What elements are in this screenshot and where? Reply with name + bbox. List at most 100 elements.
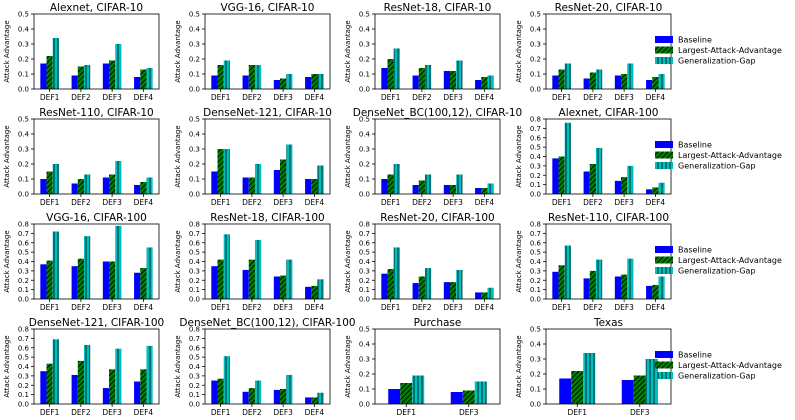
subplot-13: DenseNet-121, CIFAR-1000.00.10.20.30.40.…: [3, 317, 164, 417]
bar-largest-attack-advantage-def3: [633, 375, 646, 404]
y-tick-label: 0.3: [359, 267, 370, 275]
subplot-title: VGG-16, CIFAR-100: [46, 212, 147, 224]
bar-baseline-def4: [134, 381, 141, 404]
legend-label: Generalization-Gap: [678, 57, 756, 66]
y-tick-label: 0.2: [359, 161, 370, 169]
x-tick-label: DEF2: [412, 198, 432, 207]
y-axis-label: Attack Advantage: [174, 335, 182, 397]
bar-largest-attack-advantage-def4: [652, 77, 659, 89]
bar-baseline-def2: [71, 374, 78, 404]
y-axis-label: Attack Advantage: [515, 125, 523, 187]
y-tick-label: 0.2: [359, 56, 370, 64]
x-tick-label: DEF3: [459, 408, 479, 417]
y-tick-label: 0.4: [530, 341, 542, 349]
x-tick-label: DEF3: [102, 93, 122, 102]
y-axis-label: Attack Advantage: [3, 335, 11, 397]
x-tick-label: DEF4: [305, 408, 325, 417]
bar-generalization-gap-def4: [317, 165, 324, 194]
x-tick-label: DEF3: [630, 408, 650, 417]
bar-generalization-gap-def3: [286, 144, 293, 194]
legend-swatch: [655, 46, 673, 54]
y-tick-label: 0.0: [189, 191, 200, 199]
subplot-title: ResNet-18, CIFAR-10: [384, 2, 492, 14]
y-tick-label: 0.0: [189, 296, 200, 304]
x-tick-label: DEF4: [134, 408, 154, 417]
y-tick-label: 0.2: [530, 172, 541, 180]
y-axis-label: Attack Advantage: [344, 335, 352, 397]
subplot-12: ResNet-110, CIFAR-100 0.0 0.10.2 0.30.40.5 0…: [515, 212, 672, 312]
bar-largest-attack-advantage-def4: [481, 77, 488, 89]
y-tick-label: 0.0: [530, 401, 541, 409]
y-tick-label: 0.8: [189, 326, 200, 334]
x-tick-label: DEF2: [242, 303, 262, 312]
subplot-4: ResNet-20, CIFAR-10 0.0 0.1 0.2 0.3 0.4 0.5 Att…: [515, 2, 672, 102]
y-tick-label: 0.7: [530, 125, 541, 133]
axes-frame: [33, 328, 160, 405]
bar-largest-attack-advantage-def3: [109, 369, 116, 404]
subplot-15: Purchase 0.0 0.1 0.2 0.3 0.4 0.5 Attack Advanta…: [344, 317, 501, 417]
y-tick-label: 0.7: [359, 230, 370, 238]
bar-baseline-def1: [40, 179, 47, 194]
y-tick-label: 0.5: [189, 249, 200, 257]
y-tick-label: 0.0: [359, 191, 370, 199]
subplot-title: ResNet-110, CIFAR-10: [39, 107, 153, 119]
y-axis-label: Attack Advantage: [515, 335, 523, 397]
legend-swatch: [655, 162, 673, 169]
bar-generalization-gap-def2: [254, 239, 262, 299]
y-tick-label: 0.6: [18, 344, 30, 352]
y-tick-label: 0.0: [530, 191, 541, 199]
legend-swatch: [655, 246, 673, 253]
y-tick-label: 0.2: [359, 371, 370, 379]
x-tick-label: DEF1: [552, 198, 572, 207]
bar-baseline-def1: [381, 68, 388, 89]
bar-largest-attack-advantage-def1: [558, 69, 565, 89]
bar-largest-attack-advantage-def1: [400, 383, 413, 404]
y-tick-label: 0.0: [18, 191, 29, 199]
bar-baseline-def4: [305, 77, 312, 89]
x-tick-label: DEF4: [475, 93, 495, 102]
y-tick-label: 0.5: [189, 354, 200, 362]
bar-generalization-gap-def1: [52, 339, 59, 404]
bar-baseline-def3: [102, 63, 110, 89]
bar-baseline-def3: [102, 261, 110, 299]
legend-label: Largest-Attack-Advantage: [678, 46, 782, 55]
y-tick-label: 0.8: [189, 221, 200, 229]
bar-generalization-gap-def1: [564, 245, 571, 299]
y-tick-label: 0.2: [530, 56, 541, 64]
legend-swatch: [655, 151, 673, 159]
y-tick-label: 0.3: [530, 162, 541, 170]
x-tick-label: DEF3: [102, 303, 122, 312]
legend-label: Generalization-Gap: [678, 267, 756, 276]
bar-baseline-def4: [134, 185, 141, 194]
bar-generalization-gap-def2: [83, 344, 91, 404]
legends: BaselineLargest-Attack-AdvantageGenerali…: [655, 36, 782, 381]
bar-largest-attack-advantage-def2: [589, 164, 596, 194]
bar-baseline-def2: [71, 266, 78, 299]
y-tick-label: 0.4: [189, 258, 201, 266]
y-tick-label: 0.8: [530, 116, 541, 124]
y-tick-label: 0.6: [189, 239, 201, 247]
y-tick-label: 0.1: [359, 286, 370, 294]
bar-largest-attack-advantage-def1: [387, 59, 394, 89]
subplot-title: DenseNet-121, CIFAR-100: [29, 317, 164, 329]
y-tick-label: 0.2: [189, 277, 200, 285]
bar-baseline-def4: [305, 286, 312, 299]
subplot-title: DenseNet-121, CIFAR-10: [203, 107, 332, 119]
x-tick-label: DEF1: [381, 198, 401, 207]
bar-largest-attack-advantage-def1: [558, 265, 565, 299]
bar-generalization-gap-def1: [223, 149, 230, 194]
bar-generalization-gap-def3: [645, 359, 658, 404]
bar-generalization-gap-def1: [52, 231, 59, 299]
bar-largest-attack-advantage-def1: [571, 371, 584, 404]
axes-frame: [204, 223, 331, 300]
legend-swatch: [655, 36, 673, 43]
bar-largest-attack-advantage-def1: [46, 171, 53, 194]
y-tick-label: 0.0: [359, 401, 370, 409]
bar-largest-attack-advantage-def2: [77, 360, 84, 405]
y-tick-label: 0.5: [18, 11, 29, 19]
y-axis-label: Attack Advantage: [3, 230, 11, 292]
bar-generalization-gap-def3: [627, 165, 634, 195]
subplot-10: ResNet-18, CIFAR-100 0.0 0.10.2 0.30.40.5 0.…: [174, 212, 331, 312]
y-tick-label: 0.8: [359, 221, 370, 229]
